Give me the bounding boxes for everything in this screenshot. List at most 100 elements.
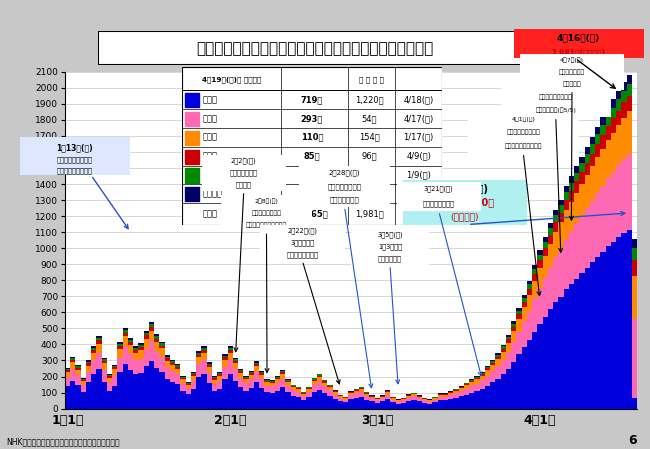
Bar bbox=[595, 144, 600, 158]
Bar bbox=[474, 379, 480, 383]
Bar bbox=[569, 183, 574, 191]
Bar bbox=[296, 397, 301, 409]
Bar bbox=[348, 392, 354, 393]
Bar bbox=[259, 372, 265, 373]
Bar bbox=[506, 339, 511, 343]
Bar bbox=[564, 192, 569, 200]
Bar bbox=[348, 399, 354, 409]
Bar bbox=[222, 360, 227, 367]
Bar bbox=[511, 321, 516, 324]
Bar bbox=[285, 380, 291, 382]
Bar bbox=[453, 393, 459, 398]
Bar bbox=[233, 363, 238, 370]
Bar bbox=[595, 193, 600, 257]
Bar bbox=[427, 400, 432, 401]
Bar bbox=[348, 393, 354, 395]
Bar bbox=[259, 388, 265, 409]
Bar bbox=[411, 396, 417, 400]
Bar bbox=[506, 369, 511, 409]
Bar bbox=[270, 380, 275, 381]
Bar bbox=[96, 338, 102, 340]
Bar bbox=[459, 386, 464, 387]
Bar bbox=[417, 396, 422, 398]
Bar bbox=[480, 374, 485, 376]
Bar bbox=[380, 401, 385, 409]
Bar bbox=[595, 257, 600, 409]
Bar bbox=[133, 374, 138, 409]
Bar bbox=[364, 400, 369, 409]
Bar bbox=[354, 389, 359, 390]
Text: 1/17(日): 1/17(日) bbox=[404, 133, 434, 142]
Bar bbox=[606, 107, 611, 115]
Bar bbox=[280, 387, 285, 409]
Bar bbox=[538, 255, 543, 260]
Bar bbox=[543, 277, 548, 317]
Text: 防止適用開始(～5/5): 防止適用開始(～5/5) bbox=[536, 108, 576, 113]
Bar bbox=[118, 342, 123, 344]
Bar bbox=[227, 348, 233, 350]
FancyBboxPatch shape bbox=[294, 164, 395, 208]
Bar bbox=[65, 370, 70, 372]
Bar bbox=[185, 150, 199, 164]
Bar bbox=[296, 392, 301, 397]
Bar bbox=[164, 357, 170, 358]
Bar bbox=[176, 365, 181, 367]
Bar bbox=[176, 367, 181, 369]
Bar bbox=[296, 387, 301, 388]
Bar bbox=[270, 383, 275, 387]
Text: 154人: 154人 bbox=[359, 133, 380, 142]
Bar bbox=[123, 365, 128, 409]
Bar bbox=[574, 193, 579, 224]
Bar bbox=[558, 222, 564, 249]
Text: 延長決定: 延長決定 bbox=[236, 181, 252, 188]
Bar bbox=[107, 383, 112, 391]
Bar bbox=[500, 374, 506, 409]
Bar bbox=[196, 365, 202, 377]
Bar bbox=[317, 390, 322, 409]
Bar bbox=[107, 375, 112, 376]
Bar bbox=[506, 335, 511, 337]
Text: 1都3県の宣: 1都3県の宣 bbox=[378, 244, 402, 250]
Text: 和歌山県: 和歌山県 bbox=[203, 189, 223, 198]
Bar bbox=[186, 382, 191, 383]
Bar bbox=[112, 386, 118, 409]
Bar bbox=[118, 357, 123, 373]
Bar bbox=[196, 352, 202, 353]
Bar bbox=[437, 401, 443, 409]
FancyBboxPatch shape bbox=[216, 194, 317, 233]
Bar bbox=[611, 99, 616, 107]
Bar bbox=[285, 392, 291, 409]
Bar bbox=[96, 343, 102, 352]
Bar bbox=[102, 358, 107, 359]
Text: 6: 6 bbox=[629, 434, 637, 447]
Bar bbox=[464, 395, 469, 409]
Bar bbox=[265, 379, 270, 380]
Text: 719人: 719人 bbox=[301, 95, 323, 104]
Bar bbox=[138, 350, 144, 358]
Bar bbox=[81, 385, 86, 392]
Bar bbox=[584, 268, 590, 409]
Bar bbox=[459, 396, 464, 409]
Bar bbox=[437, 395, 443, 397]
Bar bbox=[70, 362, 75, 369]
Bar bbox=[627, 154, 632, 230]
Bar bbox=[86, 361, 91, 362]
Bar bbox=[579, 216, 584, 273]
Bar bbox=[212, 380, 217, 384]
Bar bbox=[154, 334, 159, 336]
Bar bbox=[280, 370, 285, 371]
Bar bbox=[627, 111, 632, 154]
Bar bbox=[564, 186, 569, 192]
Bar bbox=[453, 388, 459, 389]
FancyBboxPatch shape bbox=[347, 227, 433, 267]
Bar bbox=[81, 378, 86, 379]
Text: 5人: 5人 bbox=[364, 171, 374, 180]
Bar bbox=[222, 367, 227, 379]
Bar bbox=[186, 388, 191, 394]
Bar bbox=[621, 102, 627, 118]
Bar bbox=[526, 311, 532, 340]
Bar bbox=[181, 377, 186, 378]
Bar bbox=[495, 355, 500, 357]
Bar bbox=[495, 379, 500, 409]
Bar bbox=[164, 361, 170, 367]
